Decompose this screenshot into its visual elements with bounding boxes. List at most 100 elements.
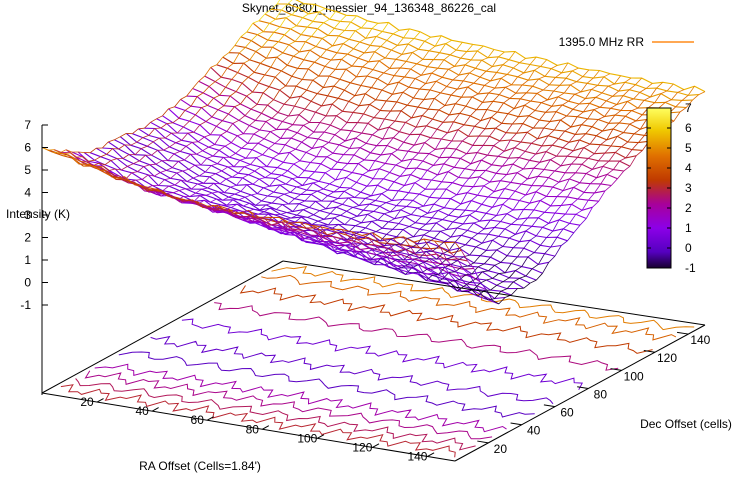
surface-col [250,157,257,165]
surface-col [253,129,261,135]
surface-col [518,151,526,158]
surface-col [548,255,556,263]
surface-col [570,116,578,128]
surface-col [396,92,404,103]
surface-col [274,138,281,144]
surface-col [639,88,647,93]
surface-col [391,45,398,51]
surface-col [382,257,390,268]
x-tick-label: 60 [191,413,205,427]
surface-col [390,236,397,240]
surface-col [692,94,700,101]
surface-col [359,37,367,43]
surface-col [180,95,187,100]
surface-col [397,141,405,151]
surface-col [97,165,104,168]
surface-col [367,237,375,246]
surface-col [404,174,411,186]
surface-col [313,122,321,133]
surface-col [393,131,400,138]
surface-col [247,133,255,144]
surface-col [319,115,327,123]
surface-col [497,102,504,113]
surface-col [366,69,374,77]
surface-col [419,223,427,230]
surface-col [257,211,265,215]
surface-col [470,152,478,164]
surface-col [271,197,279,204]
surface-col [512,157,520,165]
surface-col [210,209,218,214]
surface-col [356,209,364,217]
surface-col [579,173,587,184]
surface-col [618,82,626,92]
surface-col [434,273,442,283]
surface-col [576,76,584,83]
surface-col [587,192,595,201]
surface-col [554,165,562,172]
surface-col [240,184,248,192]
surface-col [122,154,130,159]
surface-col [556,228,564,238]
surface-col [323,183,330,190]
surface-col [193,195,201,202]
surface-col [404,214,412,217]
surface-col [309,111,316,123]
surface-col [306,79,314,91]
frame-edge [454,324,706,462]
surface-col [434,35,442,47]
z-tick-label: 4 [24,186,31,200]
surface-col [212,191,219,194]
surface-col [328,240,336,246]
surface-col [304,194,312,202]
surface-col [258,74,266,84]
surface-col [154,127,161,129]
surface-col [514,141,522,148]
surface-col [263,23,270,32]
surface-col [445,39,452,44]
surface-col [438,267,446,275]
surface-col [225,79,233,88]
surface-col [506,281,514,289]
surface-col [267,99,274,106]
surface-col [162,108,169,117]
surface-col [353,41,360,50]
surface-col [385,200,393,203]
surface-col [525,225,533,232]
surface-col [151,149,158,156]
surface-col [293,225,300,227]
surface-col [83,164,90,167]
surface-col [320,49,327,58]
surface-col [565,204,572,215]
surface-col [351,250,359,259]
surface-col [140,185,148,191]
surface-col [416,160,424,169]
surface-col [432,262,439,268]
surface-col [397,37,404,46]
surface-col [261,213,269,219]
surface-col [464,59,472,66]
surface-col [424,137,432,143]
surface-col [533,200,541,211]
surface-col [139,154,146,162]
surface-col [504,182,512,189]
surface-col [289,148,296,153]
surface-col [214,134,222,145]
surface-col [405,117,412,123]
surface-col [370,247,377,256]
surface-col [464,163,472,170]
surface-col [321,195,328,202]
surface-col [292,203,300,212]
surface-col [229,91,237,97]
surface-col [268,217,276,223]
base-contours [60,265,695,458]
surface-col [299,152,307,162]
surface-col [170,172,177,179]
surface-col [209,126,217,135]
surface-col [224,207,232,210]
surface-col [575,209,583,215]
surface-col [372,259,379,263]
z-axis-label: Intensity (K) [6,207,70,221]
surface-col [58,152,65,155]
